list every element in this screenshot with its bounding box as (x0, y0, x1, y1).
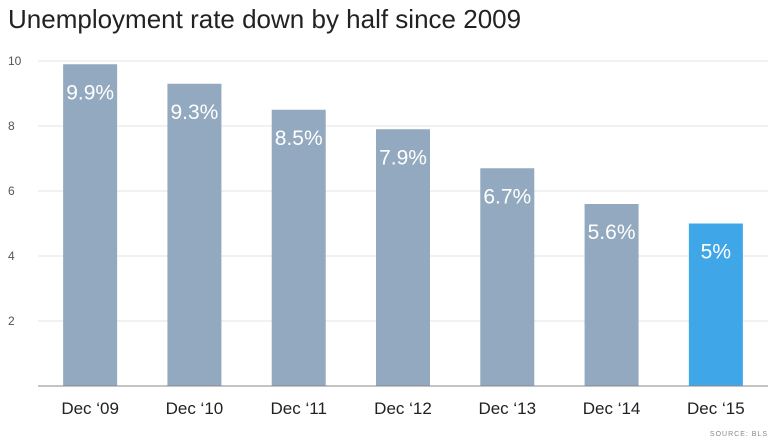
source-note: SOURCE: BLS (709, 431, 768, 438)
x-tick-label: Dec ‘12 (374, 399, 432, 418)
x-tick-label: Dec ‘14 (583, 399, 641, 418)
bar-value-label: 9.9% (66, 81, 114, 104)
x-tick-label: Dec ‘15 (687, 399, 745, 418)
y-tick-label: 4 (8, 249, 15, 263)
bar-value-label: 5% (701, 241, 731, 264)
bars (63, 64, 743, 386)
chart-title: Unemployment rate down by half since 200… (8, 4, 522, 34)
y-tick-label: 2 (8, 314, 15, 328)
x-tick-label: Dec ‘09 (61, 399, 119, 418)
y-tick-label: 10 (8, 54, 22, 68)
bar (63, 64, 118, 386)
bar (480, 168, 535, 386)
bar-value-label: 7.9% (379, 146, 427, 169)
y-tick-label: 8 (8, 119, 15, 133)
bar (376, 129, 430, 386)
x-tick-label: Dec ‘13 (478, 399, 536, 418)
x-tick-label: Dec ‘10 (166, 399, 224, 418)
bar (688, 223, 743, 386)
bar-value-label: 5.6% (588, 221, 636, 244)
bar-value-label: 8.5% (275, 127, 323, 150)
bar (271, 109, 326, 386)
data-labels: 9.9% 9.3% 8.5% 7.9% 6.7% 5.6% 5% (66, 81, 731, 263)
bar (167, 83, 222, 386)
bar-value-label: 9.3% (170, 101, 218, 124)
y-tick-label: 6 (8, 184, 15, 198)
x-tick-label: Dec ‘11 (271, 399, 327, 418)
y-axis-ticks: 2 4 6 8 10 (8, 54, 22, 328)
bar-value-label: 6.7% (483, 185, 531, 208)
bar (584, 204, 639, 386)
x-axis-ticks: Dec ‘09 Dec ‘10 Dec ‘11 Dec ‘12 Dec ‘13 Dec ‘… (61, 399, 744, 418)
